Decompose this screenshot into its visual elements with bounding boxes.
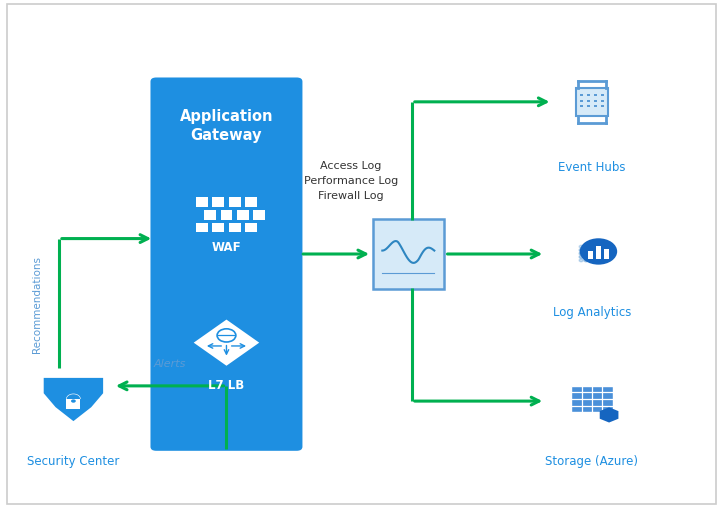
Bar [601,106,604,108]
Circle shape [589,256,593,259]
Bar [196,198,208,208]
Text: Event Hubs: Event Hubs [558,161,625,174]
Bar [576,89,608,117]
Circle shape [584,252,588,256]
Bar [228,223,241,233]
Bar [67,401,80,409]
FancyBboxPatch shape [150,78,302,451]
Circle shape [594,260,598,262]
Bar [594,100,597,102]
Circle shape [589,249,593,252]
Bar [596,247,601,260]
Text: Application
Gateway: Application Gateway [180,108,273,143]
Bar [594,95,597,97]
Text: WAF: WAF [212,240,241,253]
Text: Security Center: Security Center [27,455,119,467]
Bar [587,95,590,97]
Circle shape [594,252,598,256]
Circle shape [579,246,583,248]
Bar [221,211,232,220]
Circle shape [579,252,583,256]
Circle shape [584,249,588,252]
Bar [588,252,594,260]
Bar [571,386,612,413]
Text: Access Log
Performance Log
Firewall Log: Access Log Performance Log Firewall Log [304,161,398,201]
Bar [601,95,604,97]
Bar [213,223,224,233]
Polygon shape [43,378,103,421]
Circle shape [594,246,598,248]
Bar [587,100,590,102]
Bar [67,399,80,408]
Polygon shape [599,408,618,422]
Bar [571,386,612,413]
Bar [580,95,583,97]
Circle shape [579,249,583,252]
Circle shape [584,246,588,248]
Text: Alerts: Alerts [153,358,186,369]
Text: L7 LB: L7 LB [208,378,244,391]
Circle shape [599,246,602,248]
Bar [213,198,224,208]
Bar [580,100,583,102]
Bar [601,100,604,102]
Bar [245,198,257,208]
Text: Storage (Azure): Storage (Azure) [545,455,638,467]
Circle shape [594,249,598,252]
Text: Recommendations: Recommendations [33,256,43,352]
Bar [604,250,609,260]
Circle shape [599,260,602,262]
Bar [236,211,249,220]
Circle shape [599,256,602,259]
Bar [580,106,583,108]
Circle shape [71,400,76,403]
Circle shape [580,239,617,265]
FancyBboxPatch shape [372,219,444,290]
Text: Log Analytics: Log Analytics [553,305,631,318]
Bar [594,106,597,108]
Circle shape [589,260,593,262]
Circle shape [599,252,602,256]
Circle shape [589,246,593,248]
Circle shape [584,260,588,262]
Circle shape [579,256,583,259]
Bar [205,211,216,220]
Circle shape [594,256,598,259]
Polygon shape [194,320,260,366]
Bar [587,106,590,108]
Circle shape [589,252,593,256]
Circle shape [584,256,588,259]
Bar [228,198,241,208]
Circle shape [579,260,583,262]
Bar [245,223,257,233]
Circle shape [599,249,602,252]
Bar [196,223,208,233]
Bar [253,211,265,220]
